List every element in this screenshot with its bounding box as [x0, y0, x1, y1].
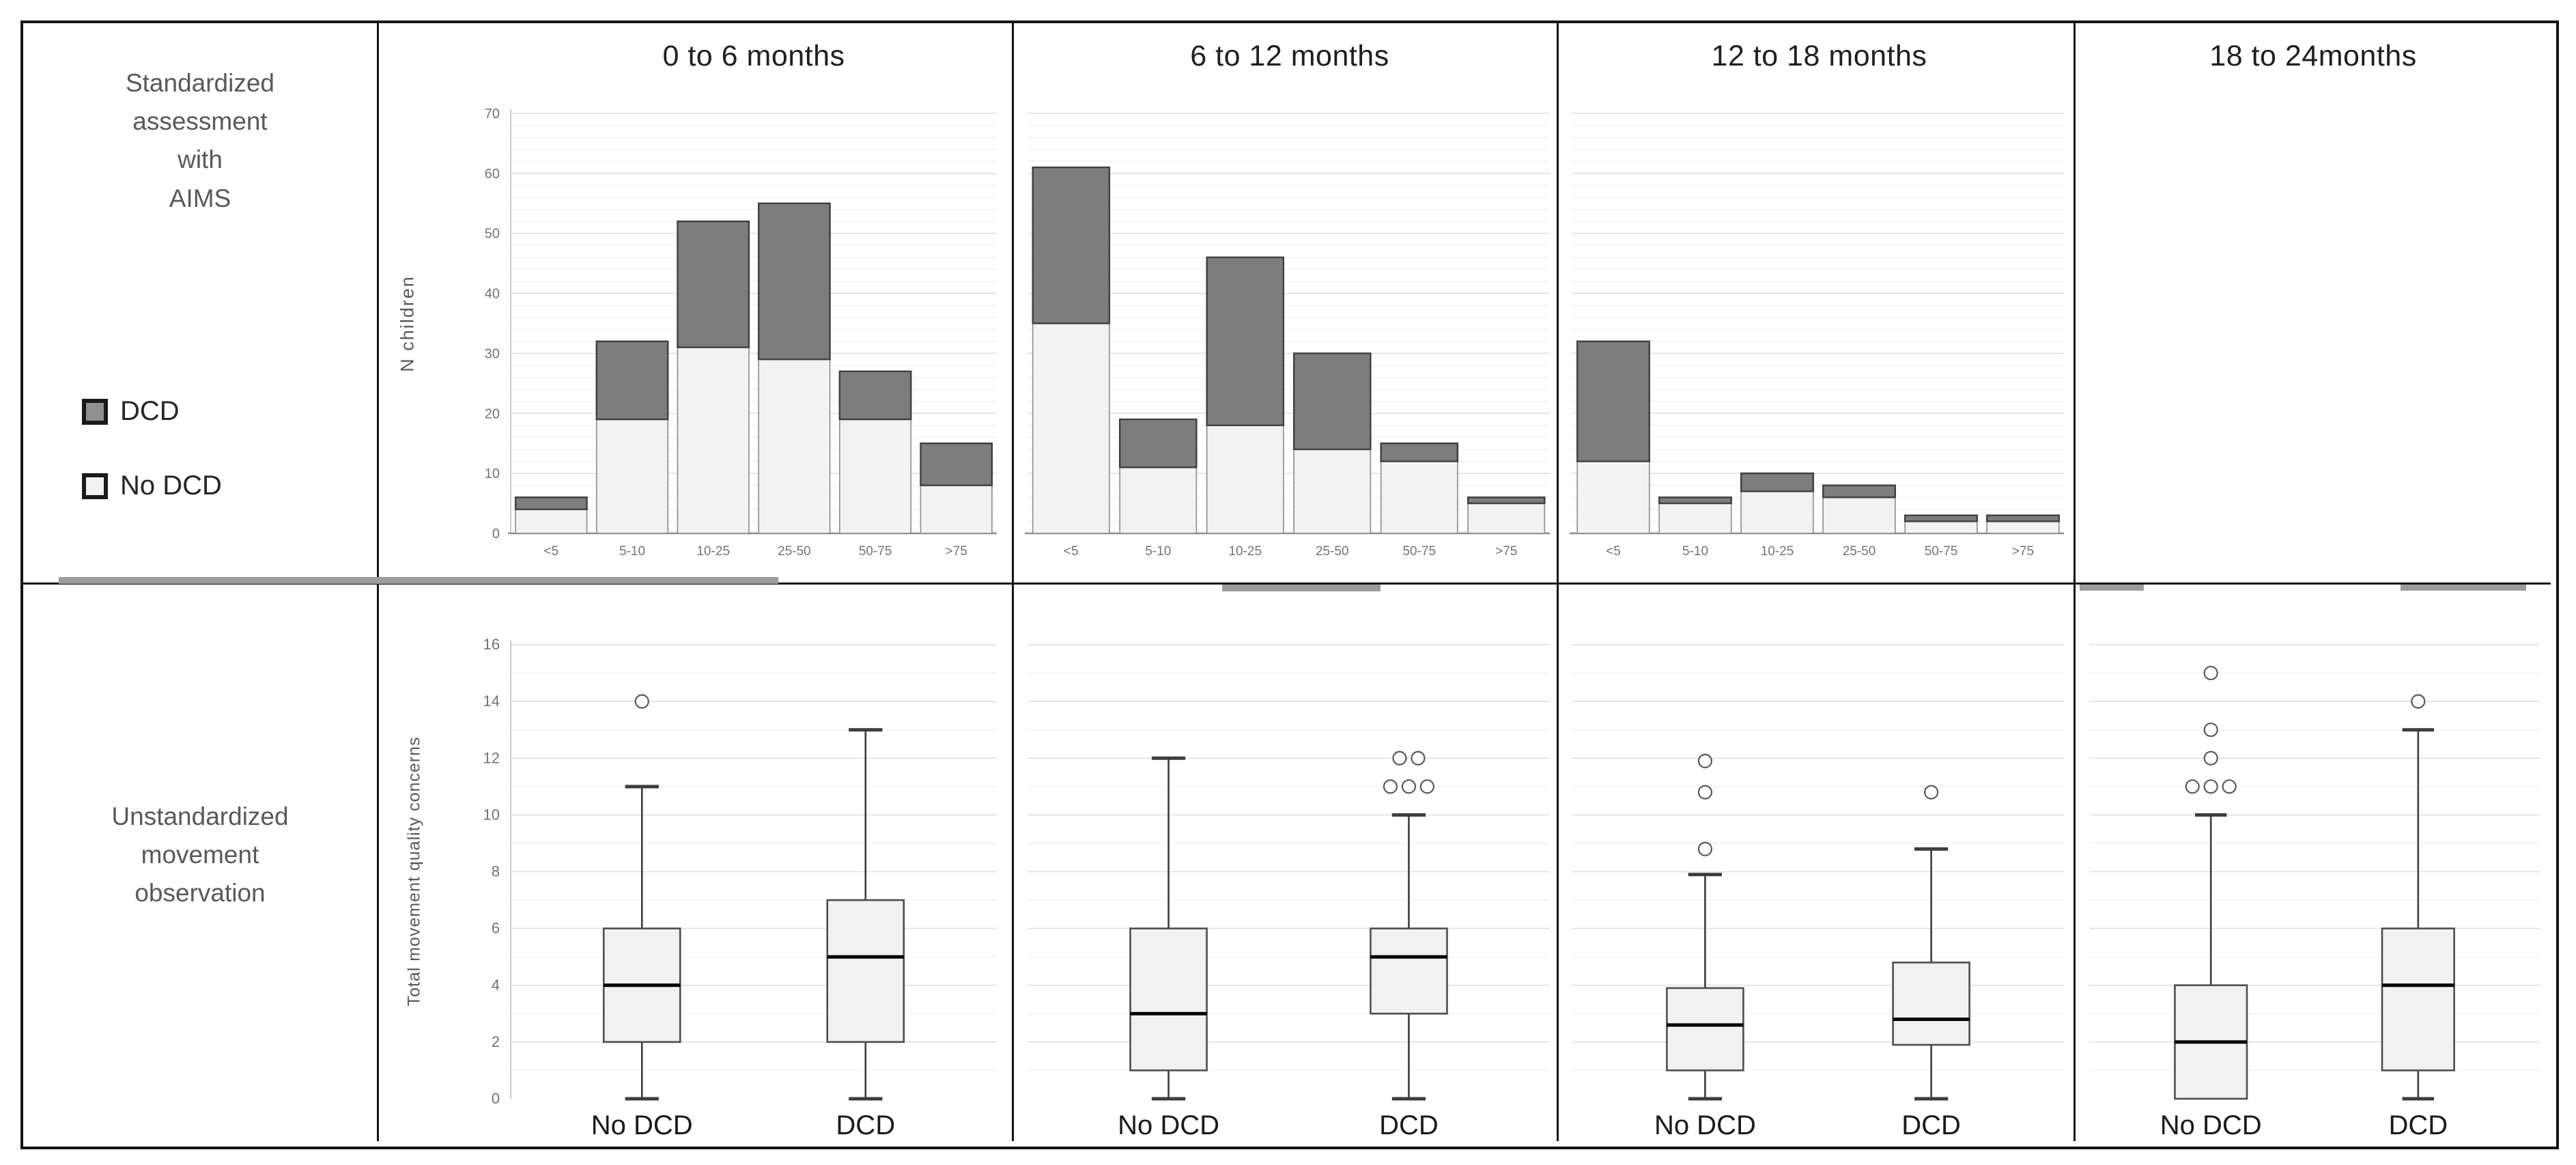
legend-item-dcd: DCD — [82, 396, 222, 427]
svg-text:No DCD: No DCD — [2160, 1110, 2262, 1140]
column-header: 18 to 24months — [2209, 40, 2417, 72]
svg-text:<5: <5 — [543, 544, 558, 559]
svg-text:No DCD: No DCD — [1654, 1110, 1756, 1140]
svg-text:DCD: DCD — [2388, 1110, 2448, 1140]
svg-text:30: 30 — [485, 346, 500, 361]
svg-text:50-75: 50-75 — [859, 544, 892, 559]
cell-box-0-6: Total movement quality concerns 0 2 4 6 8 10 1… — [379, 585, 1014, 1141]
svg-text:<5: <5 — [1064, 544, 1079, 559]
svg-text:>75: >75 — [2012, 544, 2034, 559]
legend-item-no-dcd: No DCD — [82, 471, 222, 501]
boxplot-12-18-months: No DCD DCD — [1559, 585, 2073, 1141]
cell-hist-0-6: 0 to 6 months N children 0 10 20 30 40 50 60 70… — [379, 23, 1014, 585]
artifact-strip — [2401, 585, 2526, 591]
svg-text:50: 50 — [485, 227, 500, 242]
artifact-strip — [1222, 585, 1381, 591]
row2-label-line: observation — [135, 879, 266, 908]
svg-text:5-10: 5-10 — [619, 544, 645, 559]
cell-box-18-24: No DCD DCD — [2076, 585, 2551, 1141]
cell-empty-18-24: 18 to 24months — [2076, 23, 2551, 585]
svg-text:10: 10 — [483, 806, 500, 823]
svg-text:4: 4 — [492, 977, 500, 994]
svg-text:60: 60 — [485, 167, 500, 182]
svg-text:70: 70 — [485, 107, 500, 122]
cell-hist-12-18: 12 to 18 months <5 5-10 10-25 25-50 50-75 >75 — [1559, 23, 2076, 585]
row2-label-line: Unstandardized — [111, 802, 289, 830]
boxplot-svg: No DCD DCD — [1572, 644, 2064, 1140]
row2-label: Unstandardized movement observation — [23, 798, 377, 913]
cell-aims-label: Standardized assessment with AIMS DCD No… — [23, 23, 379, 585]
svg-text:5-10: 5-10 — [1682, 544, 1708, 559]
svg-text:2: 2 — [492, 1033, 500, 1050]
bar-svg: <5 5-10 10-25 25-50 50-75 >75 — [1570, 113, 2064, 559]
svg-text:10: 10 — [485, 466, 500, 481]
dcd-swatch-icon — [82, 398, 108, 425]
svg-text:25-50: 25-50 — [1843, 544, 1876, 559]
no-dcd-swatch-icon — [82, 473, 108, 499]
svg-text:0: 0 — [492, 1090, 500, 1107]
legend-label: No DCD — [120, 471, 222, 501]
svg-text:20: 20 — [485, 406, 500, 421]
cell-hist-6-12: 6 to 12 months <5 5-10 10-25 25-50 50-75 >75 — [1014, 23, 1559, 585]
histogram-0-6-months: 0 10 20 30 40 50 60 70 <5 5-10 10-25 25-50 50-75 >75 — [379, 23, 1012, 582]
column-header: 6 to 12 months — [1190, 40, 1389, 72]
svg-text:50-75: 50-75 — [1402, 544, 1436, 559]
histogram-6-12-months: <5 5-10 10-25 25-50 50-75 >75 — [1014, 23, 1557, 582]
bar-svg: 0 10 20 30 40 50 60 70 <5 5-10 10-25 25-50 50-75 >75 — [485, 107, 997, 559]
svg-text:10-25: 10-25 — [1228, 544, 1262, 559]
svg-text:25-50: 25-50 — [1316, 544, 1349, 559]
boxplot-svg: No DCD DCD — [1028, 644, 1550, 1140]
svg-text:6: 6 — [492, 920, 500, 937]
row1-label: Standardized assessment with AIMS — [23, 64, 377, 218]
svg-text:10-25: 10-25 — [1761, 544, 1794, 559]
artifact-strip — [2080, 585, 2144, 591]
legend: DCD No DCD — [82, 396, 222, 501]
svg-text:No DCD: No DCD — [591, 1110, 693, 1140]
row2-label-line: movement — [141, 841, 259, 869]
boxplot-0-6-months: 0 2 4 6 8 10 12 14 16 No DCD DCD — [379, 585, 1012, 1141]
row1-label-line: AIMS — [169, 184, 231, 212]
boxplot-6-12-months: No DCD DCD — [1014, 585, 1557, 1141]
column-header: 0 to 6 months — [662, 40, 845, 72]
svg-text:>75: >75 — [946, 544, 967, 559]
artifact-strip — [59, 577, 778, 584]
row1-label-line: with — [178, 145, 223, 174]
svg-text:>75: >75 — [1495, 544, 1517, 559]
svg-text:12: 12 — [483, 749, 500, 766]
boxplot-18-24-months: No DCD DCD — [2076, 585, 2551, 1141]
boxplot-svg: No DCD DCD — [2089, 644, 2540, 1140]
svg-text:25-50: 25-50 — [778, 544, 811, 559]
row1-label-line: Standardized — [125, 69, 275, 97]
svg-text:DCD: DCD — [1901, 1110, 1961, 1140]
svg-text:0: 0 — [492, 527, 500, 542]
legend-label: DCD — [120, 396, 180, 426]
svg-text:DCD: DCD — [1379, 1110, 1439, 1140]
cell-box-12-18: No DCD DCD — [1559, 585, 2076, 1141]
cell-observation-label: Unstandardized movement observation — [23, 585, 379, 1141]
svg-text:14: 14 — [483, 692, 500, 710]
svg-text:<5: <5 — [1606, 544, 1621, 559]
svg-text:DCD: DCD — [836, 1110, 895, 1140]
svg-text:No DCD: No DCD — [1118, 1110, 1219, 1140]
column-header: 12 to 18 months — [1711, 40, 1927, 72]
bar-svg: <5 5-10 10-25 25-50 50-75 >75 — [1025, 113, 1550, 559]
histogram-12-18-months: <5 5-10 10-25 25-50 50-75 >75 — [1559, 23, 2073, 582]
row1-label-line: assessment — [132, 107, 268, 136]
svg-text:5-10: 5-10 — [1145, 544, 1171, 559]
cell-box-6-12: No DCD DCD — [1014, 585, 1559, 1141]
boxplot-svg: 0 2 4 6 8 10 12 14 16 No DCD DCD — [483, 636, 997, 1140]
svg-text:10-25: 10-25 — [696, 544, 730, 559]
svg-text:40: 40 — [485, 287, 500, 302]
svg-text:50-75: 50-75 — [1925, 544, 1958, 559]
svg-text:8: 8 — [492, 863, 500, 880]
svg-text:16: 16 — [483, 636, 500, 653]
figure-table: Standardized assessment with AIMS DCD No… — [20, 20, 2559, 1149]
